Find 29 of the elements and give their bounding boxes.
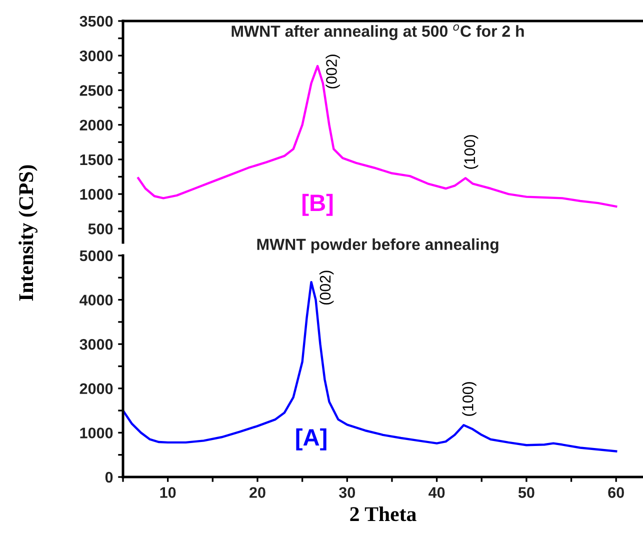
- chart-title: MWNT powder before annealing: [257, 238, 498, 254]
- chart-title: MWNT after annealing at 500 $^{o}$C for 2 h: [232, 24, 524, 40]
- x-tick-label: 50: [518, 487, 534, 498]
- y-tick-label: 0: [105, 472, 113, 483]
- y-tick-label: 2000: [80, 383, 113, 394]
- y-tick-label: 3000: [80, 338, 113, 350]
- y-tick-label: 2500: [80, 85, 113, 96]
- y-tick-label: 2000: [80, 120, 113, 131]
- y-tick-label: 3000: [80, 50, 113, 62]
- series-label: [B]: [302, 194, 333, 216]
- y-tick-label: 500: [88, 224, 113, 234]
- y-tick-label: 1000: [80, 428, 113, 438]
- x-tick-label: 20: [250, 487, 266, 498]
- x-tick-label: 10: [160, 487, 176, 498]
- annotation: (002): [319, 270, 334, 305]
- x-tick-label: 60: [608, 487, 624, 498]
- y-tick-label: 1000: [80, 188, 113, 200]
- y-tick-label: 1500: [80, 154, 113, 166]
- x-axis-title: 2 Theta: [350, 506, 416, 522]
- y-tick-label: 4000: [80, 294, 113, 306]
- x-tick-label: 40: [428, 487, 445, 498]
- y-axis-title: Intensity (CPS): [18, 165, 38, 301]
- series-label: [A]: [296, 428, 326, 450]
- x-tick-label: 30: [338, 487, 356, 498]
- y-tick-label: 5000: [80, 250, 113, 262]
- annotation: (002): [326, 54, 340, 88]
- y-tick-label: 3500: [80, 16, 113, 27]
- annotation: (100): [462, 382, 476, 416]
- annotation: (100): [464, 135, 478, 169]
